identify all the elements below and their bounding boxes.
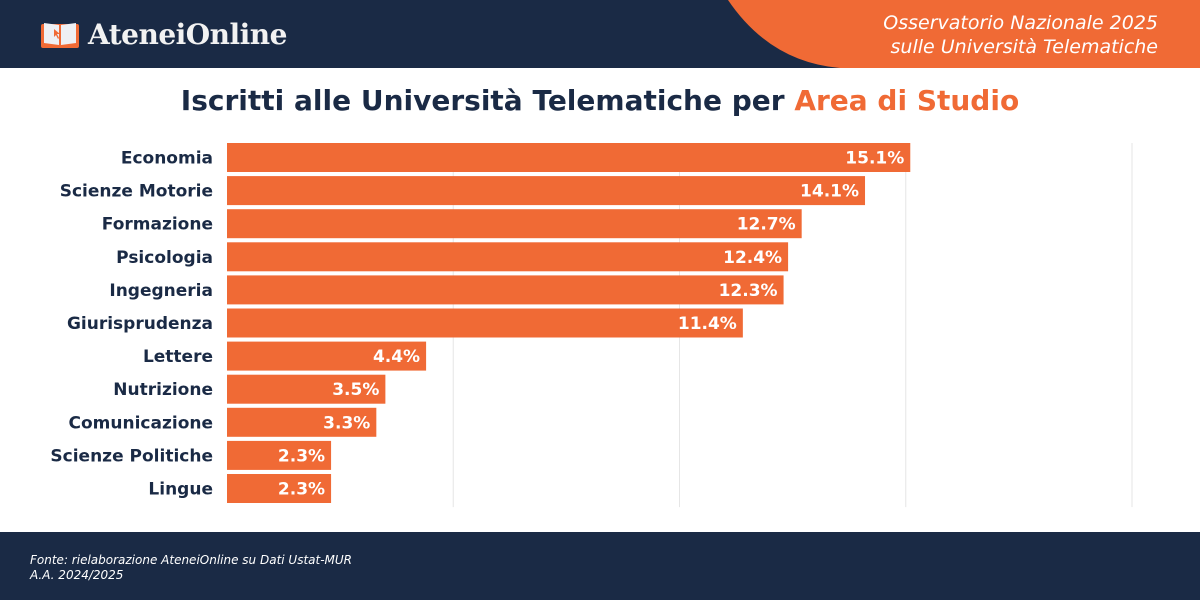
data-label: 3.3% <box>323 413 370 433</box>
report-subtitle: Osservatorio Nazionale 2025 sulle Univer… <box>883 11 1158 59</box>
title-main: Iscritti alle Università Telematiche per <box>180 84 795 117</box>
category-label: Comunicazione <box>69 413 213 433</box>
data-label: 11.4% <box>678 314 737 334</box>
category-label: Nutrizione <box>113 380 213 400</box>
subtitle-line-1: Osservatorio Nazionale 2025 <box>883 12 1158 34</box>
logo[interactable]: AteneiOnline <box>40 18 287 51</box>
category-label: Lingue <box>148 480 213 500</box>
bar <box>227 308 743 338</box>
bar <box>227 242 789 272</box>
footer: Fonte: rielaborazione AteneiOnline su Da… <box>0 532 1200 600</box>
chart-title: Iscritti alle Università Telematiche per… <box>0 84 1200 117</box>
bar <box>227 341 427 371</box>
bar <box>227 440 332 470</box>
data-label: 15.1% <box>845 149 904 169</box>
category-label: Formazione <box>102 215 213 235</box>
category-label: Psicologia <box>116 248 213 268</box>
category-label: Ingegneria <box>109 281 213 301</box>
title-highlight: Area di Studio <box>794 84 1020 117</box>
bar <box>227 407 377 437</box>
data-label: 12.4% <box>723 248 782 268</box>
bar <box>227 374 386 404</box>
bar <box>227 143 911 172</box>
academic-year: A.A. 2024/2025 <box>30 568 124 582</box>
bar <box>227 209 802 239</box>
header: AteneiOnline Osservatorio Nazionale 2025… <box>0 0 1200 68</box>
data-label: 12.3% <box>719 281 778 301</box>
logo-text: AteneiOnline <box>88 18 287 51</box>
subtitle-line-2: sulle Università Telematiche <box>890 36 1158 58</box>
bar <box>227 176 866 206</box>
header-accent-shape <box>728 0 1200 68</box>
open-book-icon <box>41 22 79 48</box>
data-label: 2.3% <box>278 480 325 500</box>
category-label: Giurisprudenza <box>67 314 213 334</box>
data-label: 14.1% <box>800 182 859 202</box>
source-note: Fonte: rielaborazione AteneiOnline su Da… <box>30 553 353 567</box>
data-label: 2.3% <box>278 446 325 466</box>
category-label: Scienze Politiche <box>50 446 213 466</box>
data-label: 12.7% <box>737 215 796 235</box>
category-label: Lettere <box>143 347 213 367</box>
bar-chart: Economia 15.1% Scienze Motorie 14.1% Formazi… <box>50 143 1133 508</box>
bar <box>227 474 332 503</box>
category-label: Scienze Motorie <box>60 182 213 202</box>
data-label: 4.4% <box>373 347 420 367</box>
category-label: Economia <box>121 149 213 169</box>
bar <box>227 275 784 305</box>
data-label: 3.5% <box>332 380 379 400</box>
